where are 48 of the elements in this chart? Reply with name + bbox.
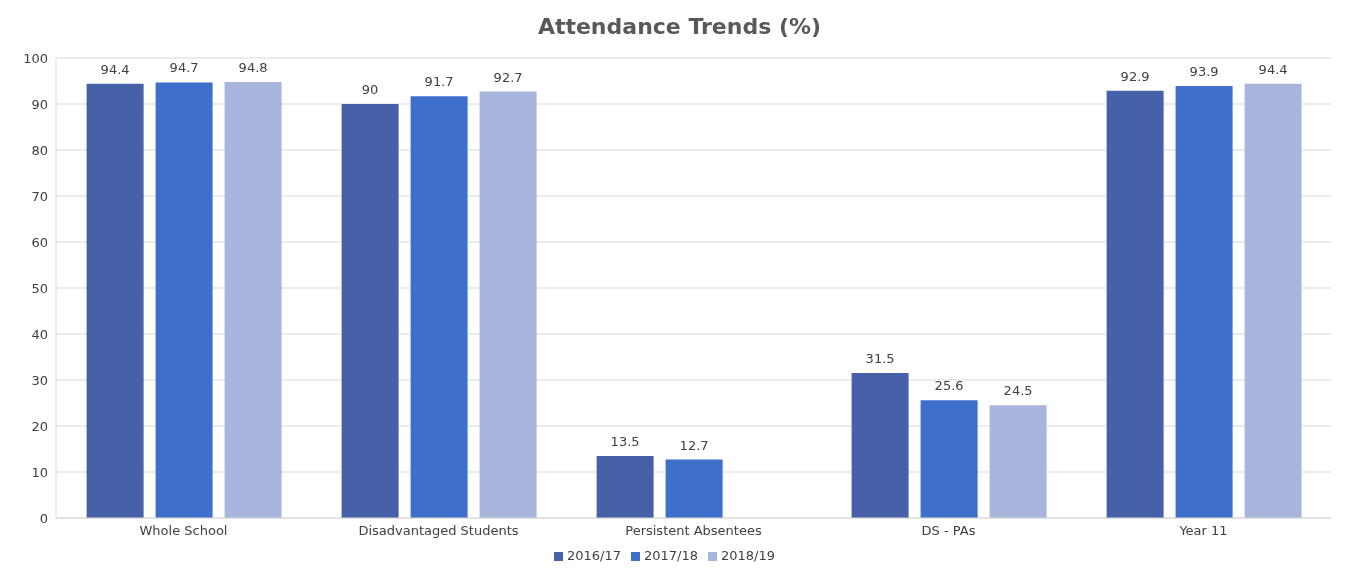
bar	[596, 455, 654, 518]
bar	[155, 82, 213, 518]
bar	[410, 96, 468, 518]
bar	[86, 83, 144, 518]
data-label: 25.6	[934, 378, 964, 394]
x-tick-label: Whole School	[139, 523, 228, 539]
y-tick-label: 0	[39, 510, 48, 526]
legend-label: 2016/17	[566, 548, 621, 563]
data-label: 91.7	[424, 74, 454, 90]
x-tick-label: Disadvantaged Students	[358, 523, 519, 539]
x-tick-label: DS - PAs	[921, 523, 976, 539]
data-label: 12.7	[679, 437, 709, 453]
x-tick-label: Year 11	[1178, 523, 1228, 539]
bar	[1244, 83, 1302, 518]
data-label: 24.5	[1003, 383, 1033, 399]
bar	[665, 459, 723, 518]
data-label: 94.4	[1258, 61, 1288, 77]
legend-label: 2017/18	[643, 548, 698, 563]
data-label: 92.7	[493, 69, 523, 85]
y-tick-label: 50	[31, 280, 48, 296]
data-label: 94.8	[238, 59, 268, 75]
bar	[1106, 90, 1164, 518]
data-label: 93.9	[1189, 64, 1219, 80]
data-label: 31.5	[865, 351, 895, 367]
data-label: 92.9	[1120, 68, 1150, 84]
y-tick-label: 90	[31, 96, 48, 112]
data-label: 94.7	[169, 60, 199, 76]
y-tick-label: 30	[31, 372, 48, 388]
legend-label: 2018/19	[721, 548, 776, 563]
y-tick-label: 100	[23, 50, 48, 66]
data-label: 13.5	[610, 433, 640, 449]
bar	[1175, 86, 1233, 518]
bar	[341, 104, 399, 518]
bar	[224, 81, 282, 518]
data-label: 90	[361, 82, 379, 97]
data-label: 94.4	[100, 61, 130, 77]
bar	[851, 373, 909, 518]
y-tick-label: 40	[31, 326, 48, 342]
bar	[479, 91, 537, 518]
y-tick-label: 60	[31, 234, 48, 250]
bar	[989, 405, 1047, 518]
x-tick-label: Persistent Absentees	[625, 523, 762, 539]
y-tick-label: 80	[31, 142, 48, 158]
chart-title: Attendance Trends (%)	[536, 13, 823, 41]
y-tick-label: 10	[31, 464, 48, 480]
bar	[920, 400, 978, 518]
y-tick-label: 20	[31, 418, 48, 434]
y-tick-label: 70	[31, 188, 48, 204]
